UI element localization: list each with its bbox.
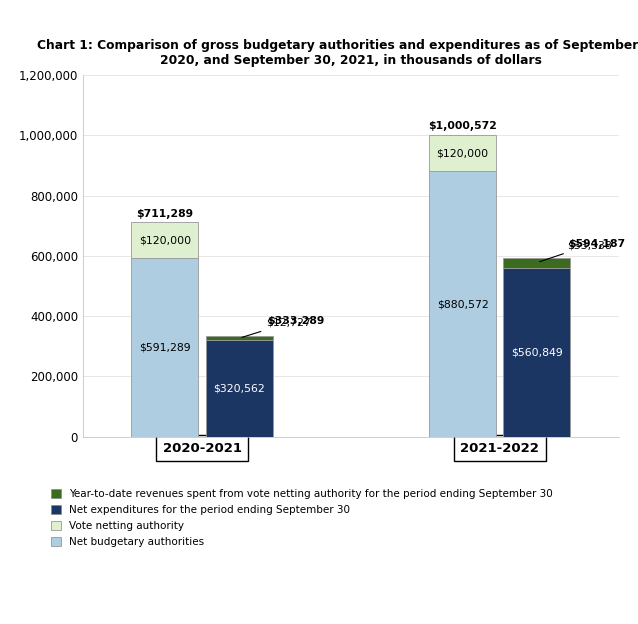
- Text: $880,572: $880,572: [436, 299, 489, 309]
- Bar: [503, 258, 570, 268]
- Bar: [503, 268, 570, 437]
- Bar: [429, 135, 496, 171]
- Bar: [205, 336, 273, 340]
- Bar: [131, 258, 198, 437]
- Bar: [205, 340, 273, 437]
- Bar: [429, 171, 496, 437]
- Text: $12,727: $12,727: [242, 318, 311, 338]
- Text: $320,562: $320,562: [213, 384, 265, 394]
- Text: $120,000: $120,000: [436, 148, 489, 158]
- Text: $591,289: $591,289: [139, 343, 191, 353]
- Text: $711,289: $711,289: [137, 208, 193, 218]
- Title: Chart 1: Comparison of gross budgetary authorities and expenditures as of Septem: Chart 1: Comparison of gross budgetary a…: [37, 39, 638, 67]
- Text: $120,000: $120,000: [138, 235, 191, 245]
- Text: $1,000,572: $1,000,572: [428, 122, 497, 132]
- Text: $560,849: $560,849: [511, 347, 563, 357]
- Text: $333,289: $333,289: [267, 316, 325, 326]
- Bar: [131, 222, 198, 258]
- Legend: Year-to-date revenues spent from vote netting authority for the period ending Se: Year-to-date revenues spent from vote ne…: [50, 489, 553, 547]
- Text: $33,338: $33,338: [540, 240, 611, 261]
- Text: $594,187: $594,187: [568, 238, 625, 248]
